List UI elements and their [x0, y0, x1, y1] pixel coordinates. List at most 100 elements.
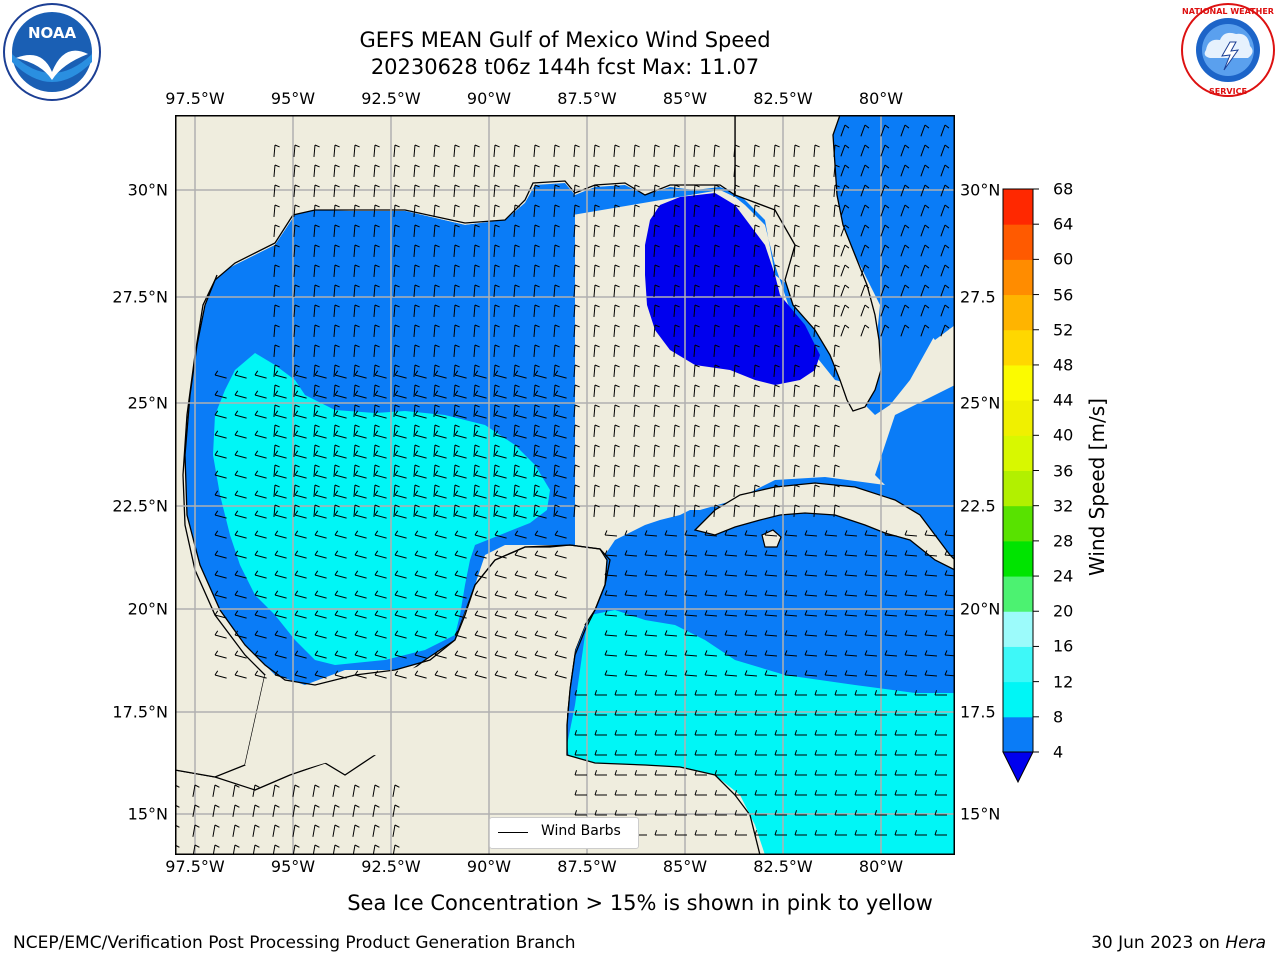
- wind-barb: [940, 244, 950, 257]
- wind-barb: [373, 364, 380, 377]
- colorbar-label: Wind Speed [m/s]: [1085, 398, 1109, 576]
- wind-barb: [614, 770, 627, 776]
- wind-barb: [393, 444, 400, 457]
- wind-barb: [413, 184, 420, 197]
- wind-barb: [613, 364, 620, 377]
- wind-barb: [604, 630, 617, 637]
- wind-barb: [394, 650, 407, 659]
- colorbar-tick-label: 60: [1053, 249, 1074, 269]
- wind-barb: [234, 410, 247, 419]
- wind-barb: [613, 484, 620, 497]
- wind-barb: [924, 570, 937, 577]
- wind-barb: [733, 364, 740, 377]
- wind-barb: [554, 410, 567, 419]
- wind-barb: [274, 490, 287, 499]
- wind-barb: [192, 824, 200, 837]
- wind-barb: [394, 610, 407, 619]
- map-title-line2: 20230628 t06z 144h fcst Max: 11.07: [370, 55, 760, 79]
- wind-barb: [473, 284, 480, 297]
- wind-barb: [880, 324, 890, 337]
- wind-barb: [894, 770, 907, 776]
- wind-barb: [234, 510, 247, 519]
- wind-barb: [693, 164, 700, 177]
- wind-barb: [840, 304, 850, 317]
- wind-barb: [813, 324, 820, 337]
- wind-barb: [473, 144, 480, 157]
- wind-barb: [593, 304, 600, 317]
- wind-barb: [593, 364, 600, 377]
- wind-barb: [393, 424, 400, 437]
- wind-barb: [354, 390, 367, 399]
- colorbar-cell: [1003, 364, 1033, 401]
- wind-barb: [274, 610, 287, 619]
- wind-barb: [314, 510, 327, 519]
- wind-barb: [573, 164, 580, 177]
- wind-barb: [594, 710, 607, 716]
- wind-barb: [813, 504, 820, 517]
- wind-barb: [793, 444, 800, 457]
- wind-barb: [554, 670, 567, 679]
- wind-barb: [713, 164, 720, 177]
- wind-barb: [273, 384, 280, 397]
- wind-barb: [413, 164, 420, 177]
- wind-barb: [314, 650, 327, 659]
- wind-barb: [433, 464, 440, 477]
- colorbar-tick-label: 56: [1053, 285, 1074, 305]
- wind-barb: [273, 464, 280, 477]
- lat-label-left: 22.5°N: [112, 496, 168, 516]
- wind-barb: [654, 790, 667, 796]
- wind-barb: [833, 464, 840, 477]
- wind-barb: [713, 184, 720, 197]
- wind-barb: [272, 804, 280, 817]
- lon-label-top: 90°W: [466, 89, 512, 108]
- wind-barb: [684, 530, 697, 537]
- wind-barb: [840, 124, 850, 137]
- wind-barb: [753, 384, 760, 397]
- wind-barb: [573, 304, 580, 317]
- wind-barb: [554, 630, 567, 639]
- wind-barb: [314, 370, 327, 379]
- wind-barb: [393, 224, 400, 237]
- wind-barb: [373, 484, 380, 497]
- wind-barb: [573, 364, 580, 377]
- wind-barb: [374, 450, 387, 459]
- wind-barb: [860, 164, 870, 177]
- lat-label-right: 20°N: [960, 599, 1001, 619]
- wind-barb: [473, 224, 480, 237]
- wind-barb: [574, 730, 587, 736]
- wind-barb: [814, 710, 827, 716]
- wind-barb: [312, 804, 320, 817]
- wind-barb: [354, 670, 367, 679]
- wind-barb: [613, 384, 620, 397]
- wind-barb: [884, 530, 897, 537]
- wind-barb: [313, 264, 320, 277]
- wind-barb: [693, 244, 700, 257]
- wind-barb: [314, 490, 327, 499]
- wind-barb: [374, 470, 387, 479]
- colorbar-tick-label: 4: [1053, 742, 1064, 762]
- wind-barb: [453, 204, 460, 217]
- colorbar-tick-label: 48: [1053, 355, 1074, 375]
- wind-barb: [900, 224, 910, 237]
- wind-barb: [574, 710, 587, 716]
- wind-barb: [824, 670, 837, 677]
- wind-barb: [714, 730, 727, 736]
- wind-barb: [624, 570, 637, 577]
- wind-barb: [860, 324, 870, 337]
- wind-barb: [644, 630, 657, 637]
- wind-barb: [673, 404, 680, 417]
- wind-barb: [352, 824, 360, 837]
- wind-barb: [784, 650, 797, 657]
- lon-label-bottom: 80°W: [858, 857, 904, 876]
- wind-barb: [273, 304, 280, 317]
- lon-label-bottom: 87.5°W: [557, 857, 617, 876]
- wind-barb: [373, 504, 380, 517]
- wind-barb: [693, 384, 700, 397]
- wind-barb: [354, 450, 367, 459]
- wind-barb: [874, 750, 887, 756]
- colorbar-cell: [1003, 294, 1033, 331]
- wind-barb: [784, 610, 797, 617]
- wind-barb: [314, 610, 327, 619]
- wind-barb: [374, 670, 387, 679]
- wind-barb: [493, 504, 500, 517]
